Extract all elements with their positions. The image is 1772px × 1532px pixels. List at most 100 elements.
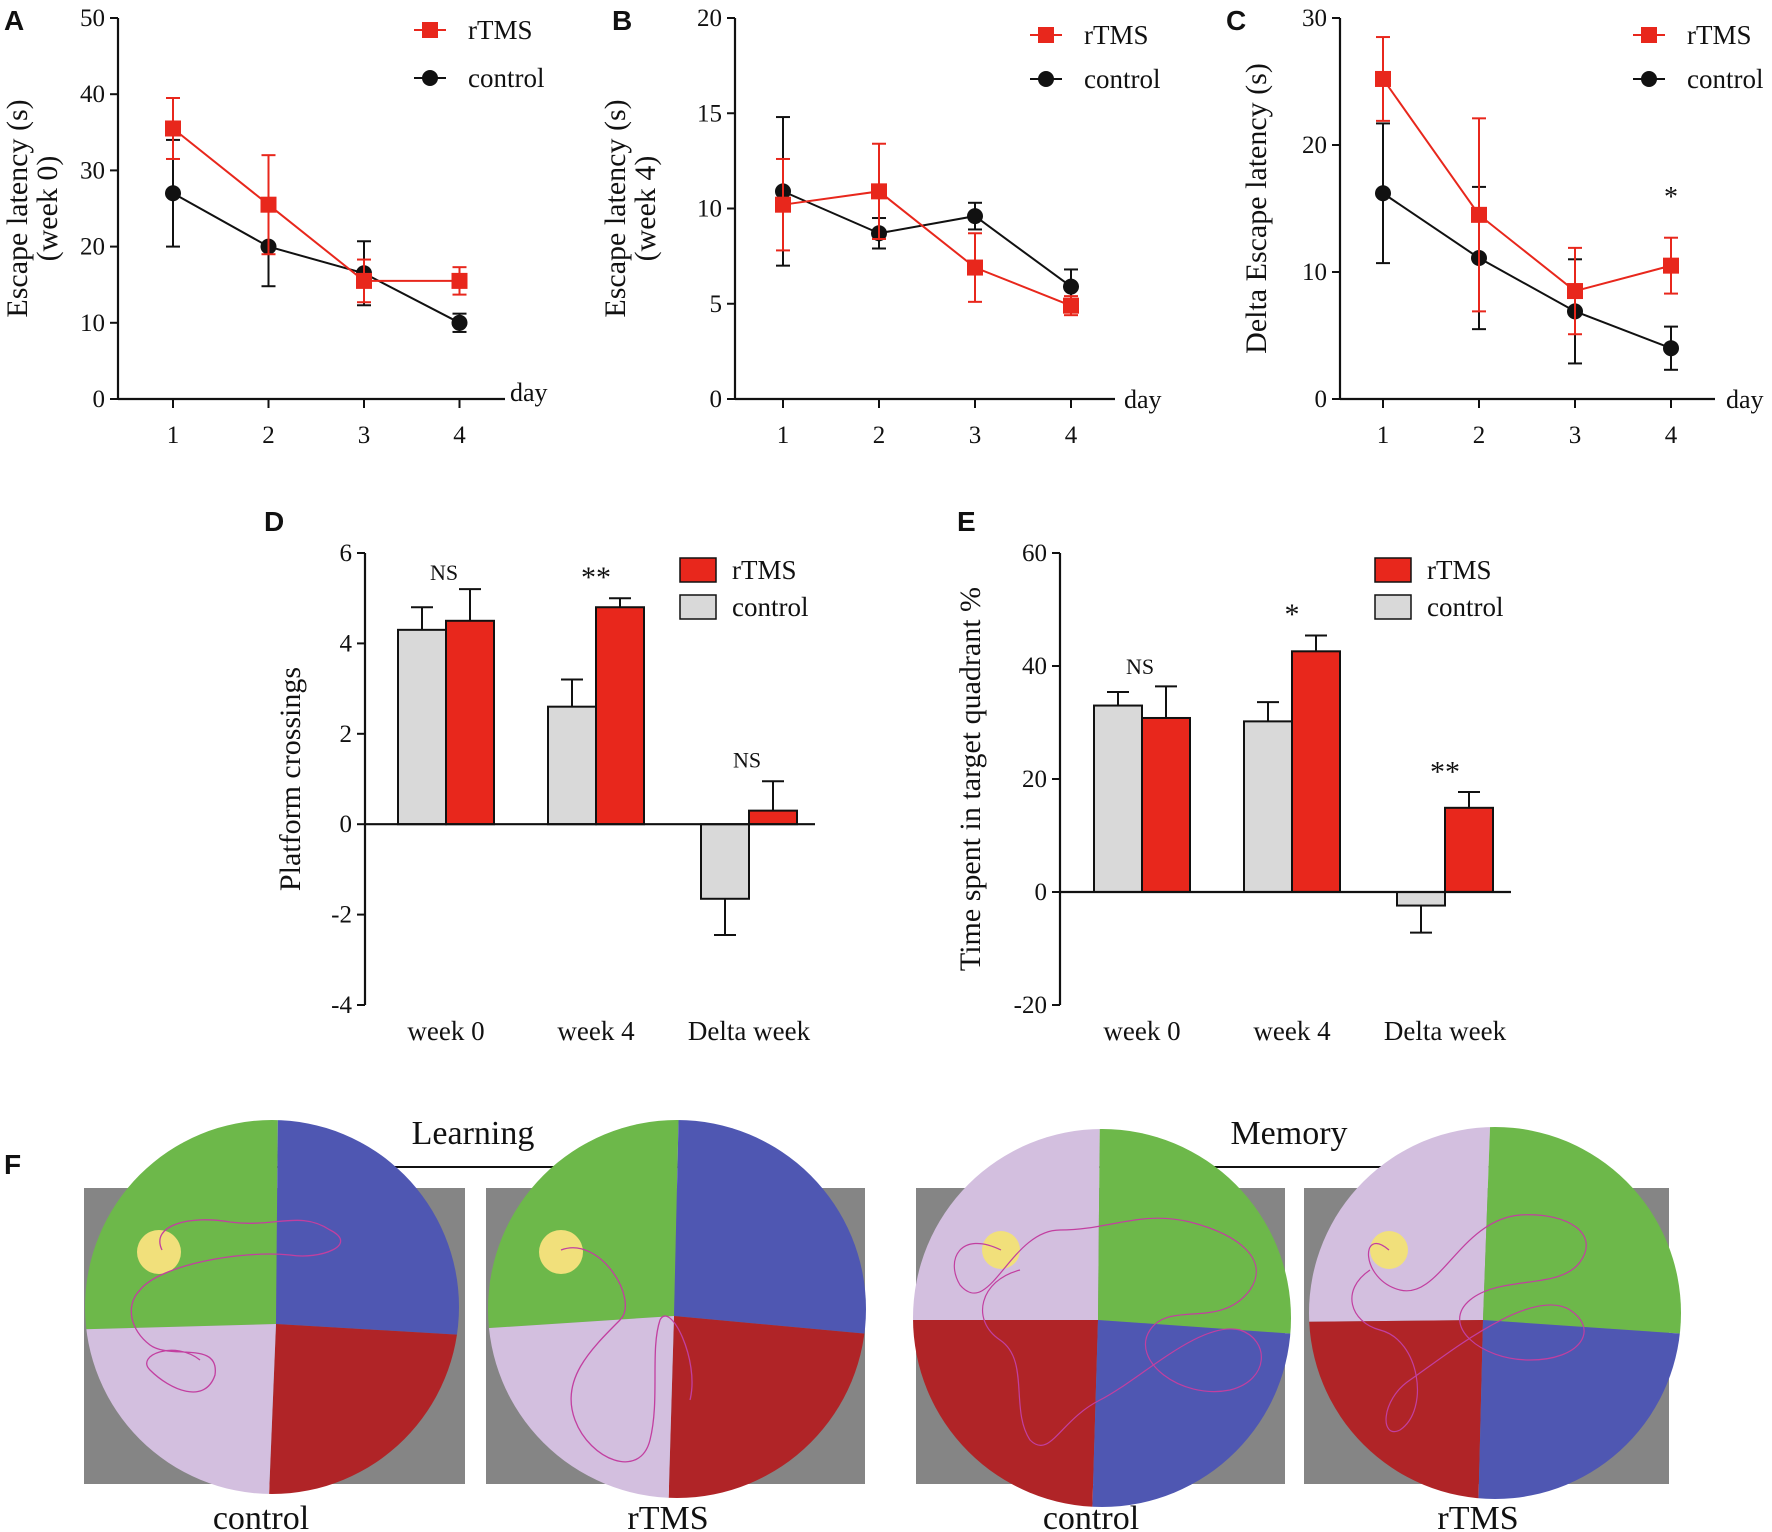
y-tick-label: 20 — [1302, 132, 1327, 159]
series-line — [172, 192, 460, 324]
panel-c: C 0 10 20 30 day 1 2 3 4 Delta Escape latency (s)… — [1226, 5, 1764, 449]
y-tick-label: 0 — [1315, 386, 1328, 413]
legend-marker — [422, 22, 438, 38]
panel-f: F Learning Memory control — [4, 1115, 1681, 1532]
panel-letter-d: D — [264, 506, 284, 537]
legend-label: control — [468, 63, 544, 93]
series-line — [172, 127, 460, 282]
data-point — [451, 314, 468, 331]
x-tick-label: 2 — [262, 422, 275, 449]
x-category-label: week 4 — [557, 1016, 635, 1046]
x-category-label: Delta week — [1384, 1016, 1507, 1046]
series-line — [782, 190, 1072, 288]
y-tick-label: 40 — [80, 81, 105, 108]
data-point — [260, 196, 277, 213]
significance-label: ** — [581, 561, 611, 594]
data-point — [967, 259, 983, 276]
bar-control — [1243, 720, 1293, 893]
x-category-label: Delta week — [688, 1016, 811, 1046]
legend-swatch — [679, 557, 717, 583]
significance-label: * — [1664, 182, 1678, 213]
bar-rtms — [595, 606, 645, 826]
caption-learning-rtms: rTMS — [627, 1500, 708, 1532]
bar-control — [547, 705, 597, 826]
data-point — [165, 185, 181, 202]
y-tick-label: 30 — [1302, 5, 1327, 32]
y-tick-label: 0 — [93, 386, 106, 413]
y-tick-label: 0 — [710, 386, 723, 413]
data-point — [165, 120, 181, 137]
y-tick-label: 10 — [1302, 259, 1327, 286]
x-tick-label: 3 — [358, 422, 371, 449]
x-tick-label: 3 — [969, 422, 982, 449]
x-axis-label: day — [1726, 385, 1764, 414]
chart-b-plot: 0 5 10 15 20 day 1 2 3 4 Escape latency (s)(week 4… — [599, 5, 1162, 449]
bar-control — [397, 628, 447, 826]
series-control — [775, 116, 1079, 305]
memory-title: Memory — [1230, 1115, 1347, 1152]
significance-label: NS — [1126, 654, 1154, 679]
pool-memory-control: control — [913, 1129, 1291, 1532]
panel-letter-e: E — [957, 506, 976, 537]
panel-d: D -4 -2 0 2 4 6 Platform crossings week 0 week 4… — [264, 506, 815, 1046]
data-point — [1663, 340, 1679, 357]
legend-label: control — [732, 592, 808, 622]
x-tick-label: 2 — [873, 422, 886, 449]
panel-e: E -20 0 20 40 60 Time spent in target quadran… — [954, 506, 1511, 1046]
y-tick-label: 15 — [697, 100, 722, 127]
y-tick-label: 4 — [340, 630, 353, 657]
x-axis-label: day — [510, 378, 548, 407]
series-control — [165, 138, 468, 333]
bar-rtms — [1141, 716, 1191, 893]
bar-control — [1396, 891, 1446, 907]
legend-label: rTMS — [732, 555, 797, 585]
series-rtms — [1375, 36, 1679, 336]
legend-marker — [1038, 71, 1054, 87]
data-point — [1375, 185, 1391, 202]
y-tick-label: -2 — [331, 902, 352, 929]
series-rtms — [165, 97, 468, 304]
legend-marker — [1641, 71, 1657, 87]
platform — [539, 1230, 583, 1274]
data-point — [1567, 283, 1583, 300]
data-point — [1471, 206, 1487, 223]
significance-label: NS — [430, 560, 458, 585]
data-point — [451, 272, 468, 289]
significance-label: * — [1285, 598, 1300, 631]
bar-rtms — [1444, 806, 1494, 893]
caption-learning-control: control — [213, 1500, 309, 1532]
chart-d-plot: -4 -2 0 2 4 6 Platform crossings week 0 week 4 De… — [274, 540, 815, 1046]
bar-rtms — [1291, 650, 1341, 893]
data-point — [871, 183, 887, 200]
data-point — [967, 208, 983, 225]
legend-swatch — [1374, 557, 1412, 583]
x-category-label: week 0 — [407, 1016, 484, 1046]
pool-learning-control: control — [84, 1120, 465, 1532]
swim-path — [1351, 1214, 1587, 1433]
series-rtms — [775, 142, 1079, 317]
x-category-label: week 4 — [1253, 1016, 1331, 1046]
series-line — [782, 190, 1072, 307]
data-point — [356, 272, 372, 289]
y-tick-label: 0 — [340, 811, 353, 838]
y-tick-label: 60 — [1022, 540, 1047, 567]
x-category-label: week 0 — [1103, 1016, 1180, 1046]
legend-label: rTMS — [1084, 20, 1149, 50]
panel-letter-a: A — [4, 5, 24, 36]
y-axis-label: Delta Escape latency (s) — [1240, 63, 1273, 354]
chart-e-plot: -20 0 20 40 60 Time spent in target quadrant … — [954, 540, 1511, 1046]
series-line — [1382, 78, 1672, 293]
x-tick-label: 1 — [777, 422, 790, 449]
y-tick-label: 20 — [80, 234, 105, 261]
panel-b: B 0 5 10 15 20 day 1 2 3 4 Escape latency (s)(week… — [599, 5, 1162, 449]
legend-label: control — [1687, 64, 1763, 94]
x-tick-label: 1 — [167, 422, 180, 449]
x-tick-label: 4 — [1665, 422, 1678, 449]
chart-a-plot: 0 10 20 30 40 50 day 1 2 3 4 Escape latency (s)(wee… — [1, 5, 548, 449]
y-tick-label: 20 — [697, 5, 722, 32]
caption-memory-control: control — [1043, 1500, 1139, 1532]
bar-control — [700, 823, 750, 900]
x-tick-label: 1 — [1377, 422, 1390, 449]
